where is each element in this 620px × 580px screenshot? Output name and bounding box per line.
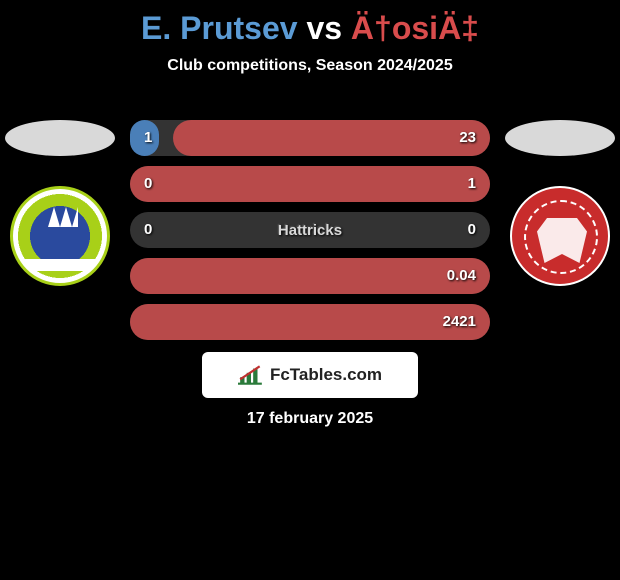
stat-value-right: 23 xyxy=(445,120,490,156)
stat-value-right: 0 xyxy=(454,212,490,248)
comparison-title: E. Prutsev vs Ä†osiÄ‡ xyxy=(0,0,620,47)
stat-value-right: 1 xyxy=(454,166,490,202)
stat-value-left: 0 xyxy=(130,212,166,248)
player1-head-icon xyxy=(5,120,115,156)
chart-icon xyxy=(238,364,264,386)
player1-club-badge-icon xyxy=(10,186,110,286)
date-text: 17 february 2025 xyxy=(0,410,620,428)
stat-row: Matches123 xyxy=(130,120,490,156)
player1-name: E. Prutsev xyxy=(141,10,298,46)
stat-label: Hattricks xyxy=(278,222,342,239)
stat-value-right: 0.04 xyxy=(433,258,490,294)
site-logo[interactable]: FcTables.com xyxy=(202,352,418,398)
stat-value-left xyxy=(130,304,158,340)
subtitle: Club competitions, Season 2024/2025 xyxy=(0,57,620,75)
vs-text: vs xyxy=(306,10,342,46)
player2-head-icon xyxy=(505,120,615,156)
stat-row: Goals per match0.04 xyxy=(130,258,490,294)
stat-fill-right xyxy=(173,120,490,156)
logo-text: FcTables.com xyxy=(270,365,382,385)
stat-value-right: 2421 xyxy=(429,304,490,340)
player1-avatar xyxy=(0,120,120,286)
stat-fill-right xyxy=(130,166,490,202)
stats-table: Matches123Goals01Hattricks00Goals per ma… xyxy=(130,120,490,350)
stat-row: Goals01 xyxy=(130,166,490,202)
player2-club-badge-icon xyxy=(510,186,610,286)
stat-row: Min per goal2421 xyxy=(130,304,490,340)
stat-row: Hattricks 0 0 xyxy=(130,212,490,248)
player2-name: Ä†osiÄ‡ xyxy=(351,10,479,46)
player2-avatar xyxy=(500,120,620,286)
stat-value-left: 0 xyxy=(130,166,166,202)
stat-value-left: 1 xyxy=(130,120,166,156)
stat-value-left xyxy=(130,258,158,294)
